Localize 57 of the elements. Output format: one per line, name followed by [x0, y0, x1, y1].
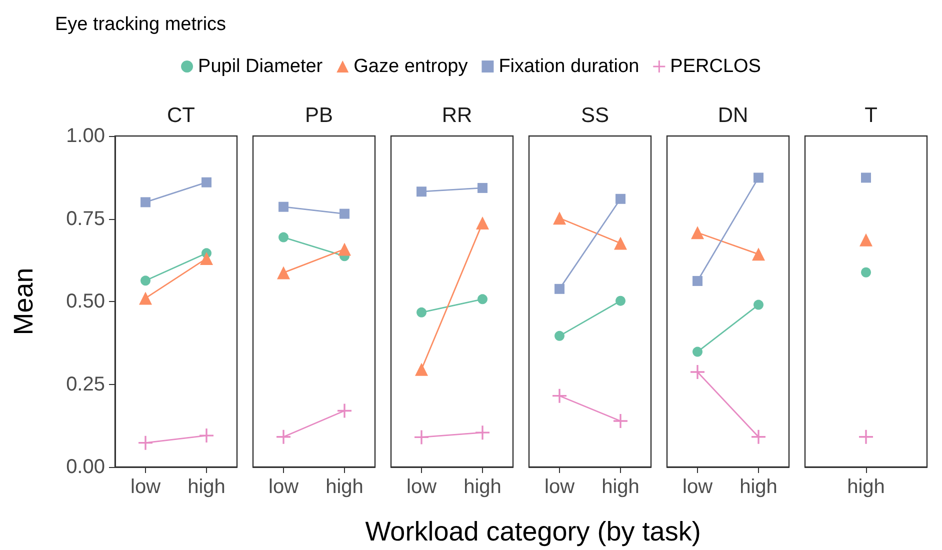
- point: [340, 208, 350, 219]
- y-tick-label: 1.00: [66, 125, 105, 147]
- point: [476, 426, 490, 440]
- point: [552, 388, 566, 403]
- y-tick-label: 0.00: [66, 456, 105, 478]
- x-tick-label: high: [188, 476, 226, 498]
- point: [414, 430, 428, 444]
- legend-label: PERCLOS: [670, 56, 761, 77]
- point: [416, 186, 426, 197]
- point: [140, 197, 150, 208]
- x-tick-label: low: [268, 476, 300, 498]
- chart-title: RR: [442, 104, 472, 127]
- x-tick-label: high: [326, 476, 364, 498]
- point: [278, 202, 288, 212]
- point: [754, 172, 764, 183]
- point: [690, 365, 704, 380]
- point: [554, 330, 564, 341]
- x-tick-label: high: [602, 476, 640, 498]
- y-tick-label: 0.75: [66, 208, 105, 230]
- point: [276, 430, 290, 444]
- x-tick-label: low: [544, 476, 576, 498]
- legend-label: Fixation duration: [498, 56, 640, 77]
- x-tick-label: low: [130, 476, 162, 498]
- point: [692, 276, 702, 286]
- point: [692, 346, 702, 357]
- point: [416, 307, 426, 318]
- x-tick-label: high: [740, 476, 778, 498]
- chart-title: PB: [304, 104, 334, 127]
- chart-title: SS: [580, 104, 610, 127]
- legend-label: Pupil Diameter: [198, 56, 324, 77]
- x-tick-label: high: [847, 476, 885, 498]
- legend-label: Gaze entropy: [354, 56, 468, 77]
- x-tick-label: low: [406, 476, 438, 498]
- point: [754, 300, 764, 310]
- point: [278, 232, 288, 242]
- chart-title: DN: [718, 104, 748, 127]
- chart-title: T: [864, 104, 878, 127]
- point: [478, 182, 488, 193]
- point: [140, 276, 150, 286]
- point: [616, 194, 626, 204]
- legend-title: Eye tracking metrics: [55, 14, 226, 35]
- y-axis-title: Mean: [8, 268, 38, 336]
- point: [338, 404, 352, 418]
- x-tick-label: low: [682, 476, 714, 498]
- point: [752, 430, 766, 444]
- point: [138, 436, 152, 450]
- point: [616, 296, 626, 306]
- point: [478, 294, 488, 304]
- point: [200, 428, 214, 443]
- x-axis-title: Workload category (by task): [365, 516, 701, 546]
- point: [614, 414, 628, 428]
- chart-title: CT: [167, 104, 196, 127]
- y-tick-label: 0.50: [66, 290, 105, 312]
- y-tick-label: 0.25: [66, 373, 105, 396]
- point: [202, 177, 212, 188]
- x-tick-label: high: [464, 476, 502, 498]
- point: [554, 284, 564, 294]
